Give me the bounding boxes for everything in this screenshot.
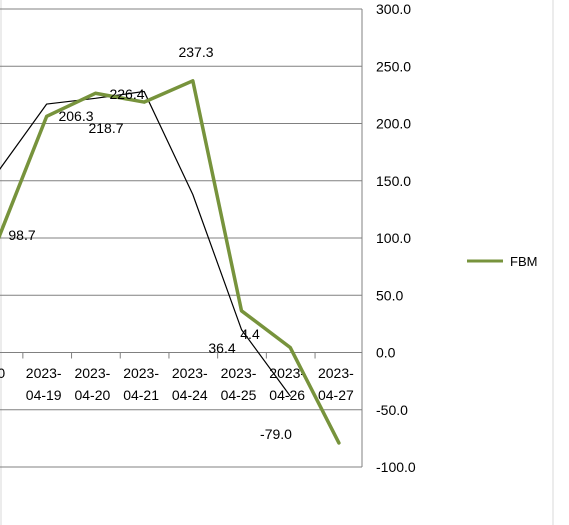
data-label: -79.0: [260, 426, 292, 442]
x-tick-label: 04-27: [318, 387, 354, 403]
x-tick-label: 2023-: [318, 365, 354, 381]
data-labels: 98.7 206.3 226.4 218.7 237.3 36.4 4.4 -79.0: [8, 44, 292, 442]
y-tick-label: 0.0: [376, 345, 396, 361]
y-tick-labels: 300.0 250.0 200.0 150.0 100.0 50.0 0.0 -50.0 -10…: [376, 1, 416, 475]
y-tick-label: 100.0: [376, 230, 411, 246]
x-tick-label: 3-0: [0, 365, 5, 381]
x-tick-label: 2023-: [123, 365, 159, 381]
y-tick-label: 50.0: [376, 287, 403, 303]
data-label: 36.4: [208, 340, 235, 356]
x-tick-label: 04-24: [172, 387, 208, 403]
legend: FBM: [467, 254, 537, 269]
data-label: 98.7: [8, 227, 35, 243]
series-lines: [0, 79, 341, 445]
y-tick-label: -50.0: [376, 402, 408, 418]
x-tick-label: 2023-: [221, 365, 257, 381]
y-tick-label: -100.0: [376, 459, 416, 475]
data-label: 206.3: [58, 108, 93, 124]
data-label: 226.4: [109, 86, 144, 102]
x-tick-label: 04-21: [123, 387, 159, 403]
x-tick-label: 2023-: [74, 365, 110, 381]
y-tick-label: 150.0: [376, 173, 411, 189]
data-label: 218.7: [88, 120, 123, 136]
data-label: 4.4: [240, 326, 260, 342]
x-tick-label: 2023-: [269, 365, 305, 381]
chart-frame: [0, 0, 554, 525]
x-tick-label: 04-26: [269, 387, 305, 403]
y-tick-label: 300.0: [376, 1, 411, 17]
y-tick-label: 250.0: [376, 58, 411, 74]
x-tick-labels: 3-082023-04-192023-04-202023-04-212023-0…: [0, 365, 354, 403]
data-label: 237.3: [178, 44, 213, 60]
x-tick-label: 2023-: [172, 365, 208, 381]
y-tick-label: 200.0: [376, 116, 411, 132]
axes: [0, 9, 363, 467]
x-tick-label: 04-19: [26, 387, 62, 403]
x-tick-label: 04-20: [74, 387, 110, 403]
series-line-fbm: [0, 79, 341, 445]
x-tick-label: 2023-: [26, 365, 62, 381]
legend-label-fbm: FBM: [510, 254, 537, 269]
series-line-secondary: [0, 90, 291, 397]
x-tick-label: 04-25: [221, 387, 257, 403]
